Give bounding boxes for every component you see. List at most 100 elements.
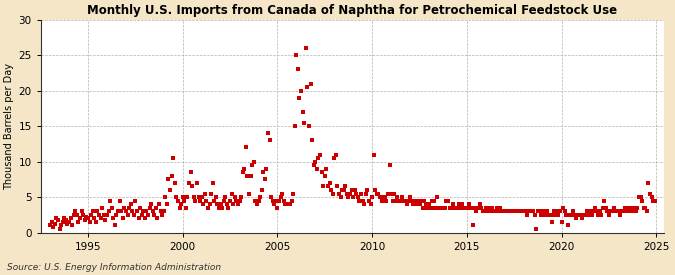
Point bbox=[51, 216, 62, 221]
Point bbox=[242, 174, 253, 178]
Point bbox=[312, 166, 323, 171]
Point bbox=[202, 205, 213, 210]
Point bbox=[248, 160, 259, 164]
Point bbox=[142, 213, 153, 217]
Point bbox=[507, 209, 518, 213]
Point bbox=[520, 209, 531, 213]
Point bbox=[285, 202, 296, 206]
Point bbox=[318, 184, 329, 189]
Point bbox=[72, 213, 82, 217]
Point bbox=[395, 199, 406, 203]
Point bbox=[491, 205, 502, 210]
Point bbox=[329, 156, 340, 160]
Point bbox=[264, 138, 275, 142]
Point bbox=[605, 209, 616, 213]
Point bbox=[556, 220, 567, 224]
Point bbox=[383, 191, 394, 196]
Point bbox=[196, 195, 207, 199]
Point bbox=[95, 216, 106, 221]
Point bbox=[75, 216, 86, 221]
Point bbox=[360, 191, 371, 196]
Point bbox=[269, 202, 279, 206]
Y-axis label: Thousand Barrels per Day: Thousand Barrels per Day bbox=[4, 63, 14, 190]
Point bbox=[357, 199, 368, 203]
Point bbox=[477, 209, 488, 213]
Point bbox=[198, 202, 209, 206]
Point bbox=[286, 199, 297, 203]
Point bbox=[194, 199, 205, 203]
Point bbox=[346, 188, 357, 192]
Point bbox=[193, 195, 204, 199]
Point bbox=[641, 209, 652, 213]
Point bbox=[430, 205, 441, 210]
Point bbox=[362, 188, 373, 192]
Point bbox=[254, 195, 265, 199]
Point bbox=[634, 195, 645, 199]
Point bbox=[509, 209, 520, 213]
Point bbox=[436, 205, 447, 210]
Point bbox=[648, 199, 659, 203]
Point bbox=[119, 205, 130, 210]
Text: Source: U.S. Energy Information Administration: Source: U.S. Energy Information Administ… bbox=[7, 263, 221, 272]
Point bbox=[68, 213, 79, 217]
Point bbox=[369, 152, 379, 157]
Point bbox=[384, 163, 395, 167]
Point bbox=[130, 199, 140, 203]
Point bbox=[305, 81, 316, 86]
Point bbox=[80, 218, 90, 222]
Point bbox=[272, 205, 283, 210]
Point bbox=[367, 195, 377, 199]
Point bbox=[304, 124, 315, 128]
Point bbox=[263, 131, 273, 135]
Point bbox=[439, 205, 450, 210]
Point bbox=[408, 202, 418, 206]
Point bbox=[618, 209, 628, 213]
Point bbox=[493, 209, 504, 213]
Point bbox=[252, 202, 263, 206]
Point bbox=[375, 195, 385, 199]
Point bbox=[600, 205, 611, 210]
Point bbox=[259, 177, 270, 182]
Point bbox=[450, 205, 461, 210]
Point bbox=[649, 199, 660, 203]
Point bbox=[310, 160, 321, 164]
Point bbox=[271, 199, 281, 203]
Point bbox=[327, 191, 338, 196]
Point bbox=[490, 209, 501, 213]
Point bbox=[297, 110, 308, 114]
Point bbox=[496, 209, 507, 213]
Point bbox=[283, 202, 294, 206]
Point bbox=[174, 205, 185, 210]
Point bbox=[144, 205, 155, 210]
Point bbox=[498, 209, 509, 213]
Point bbox=[273, 199, 284, 203]
Point bbox=[548, 209, 559, 213]
Point bbox=[589, 205, 600, 210]
Point bbox=[140, 216, 151, 221]
Point bbox=[266, 195, 277, 199]
Point bbox=[300, 46, 311, 50]
Point bbox=[602, 209, 613, 213]
Point bbox=[105, 199, 115, 203]
Point bbox=[250, 199, 261, 203]
Point bbox=[113, 209, 124, 213]
Point bbox=[277, 191, 288, 196]
Point bbox=[92, 209, 103, 213]
Point bbox=[610, 209, 621, 213]
Point bbox=[215, 202, 226, 206]
Point bbox=[73, 220, 84, 224]
Point bbox=[182, 195, 193, 199]
Point bbox=[534, 209, 545, 213]
Point bbox=[583, 213, 594, 217]
Point bbox=[48, 225, 59, 229]
Point bbox=[626, 209, 637, 213]
Point bbox=[438, 205, 449, 210]
Point bbox=[340, 184, 351, 189]
Point bbox=[558, 205, 568, 210]
Point bbox=[67, 223, 78, 228]
Point bbox=[65, 216, 76, 221]
Point bbox=[443, 199, 454, 203]
Point bbox=[458, 205, 469, 210]
Point bbox=[352, 195, 363, 199]
Point bbox=[622, 209, 633, 213]
